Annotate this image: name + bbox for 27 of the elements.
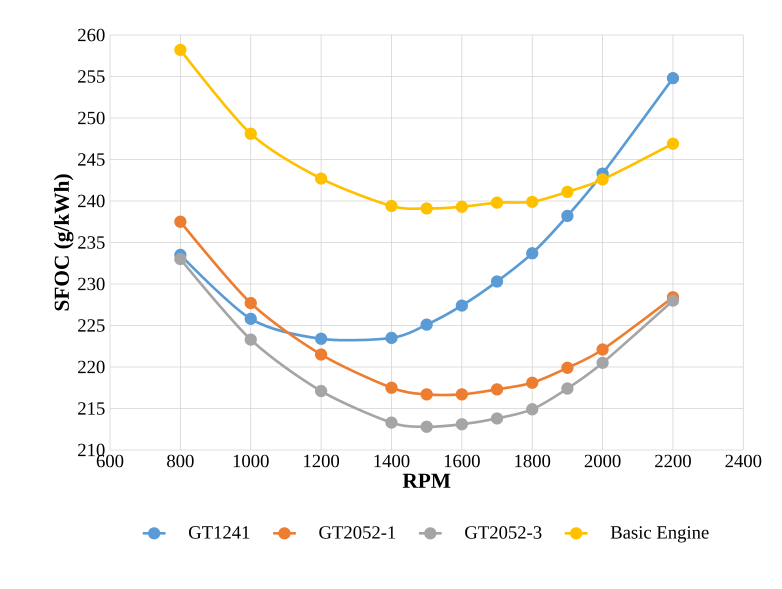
x-tick-label: 1000 [234, 454, 269, 468]
x-tick-label: 600 [96, 454, 124, 468]
y-tick-label: 235 [78, 236, 105, 249]
x-axis-title: RPM [402, 474, 450, 488]
legend-label: GT2052-3 [465, 526, 542, 539]
y-tick-label: 210 [78, 444, 105, 456]
x-tick-label: 1400 [374, 454, 410, 468]
y-tick-label: 240 [78, 194, 105, 208]
x-tick-label: 2200 [655, 454, 691, 468]
x-tick-label: 2000 [584, 454, 621, 468]
legend-label: GT1241 [188, 526, 250, 539]
y-tick-label: 230 [78, 278, 105, 290]
y-tick-label: 255 [78, 70, 105, 83]
y-tick-label: 245 [78, 153, 105, 166]
x-tick-label: 2400 [725, 454, 762, 468]
y-tick-label: 260 [78, 28, 105, 42]
y-tick-label: 215 [78, 402, 105, 415]
legend-label: Basic Engine [610, 526, 709, 543]
y-axis-title: SFOC (g/kWh) [54, 174, 74, 310]
y-tick-label: 250 [78, 112, 105, 124]
x-tick-label: 800 [167, 454, 194, 468]
x-tick-label: 1200 [304, 454, 340, 468]
y-tick-label: 225 [78, 319, 105, 332]
legend-label: GT2052-1 [319, 526, 396, 539]
x-tick-label: 1600 [444, 454, 480, 468]
x-tick-label: 1800 [515, 454, 550, 468]
y-tick-label: 220 [78, 360, 105, 374]
